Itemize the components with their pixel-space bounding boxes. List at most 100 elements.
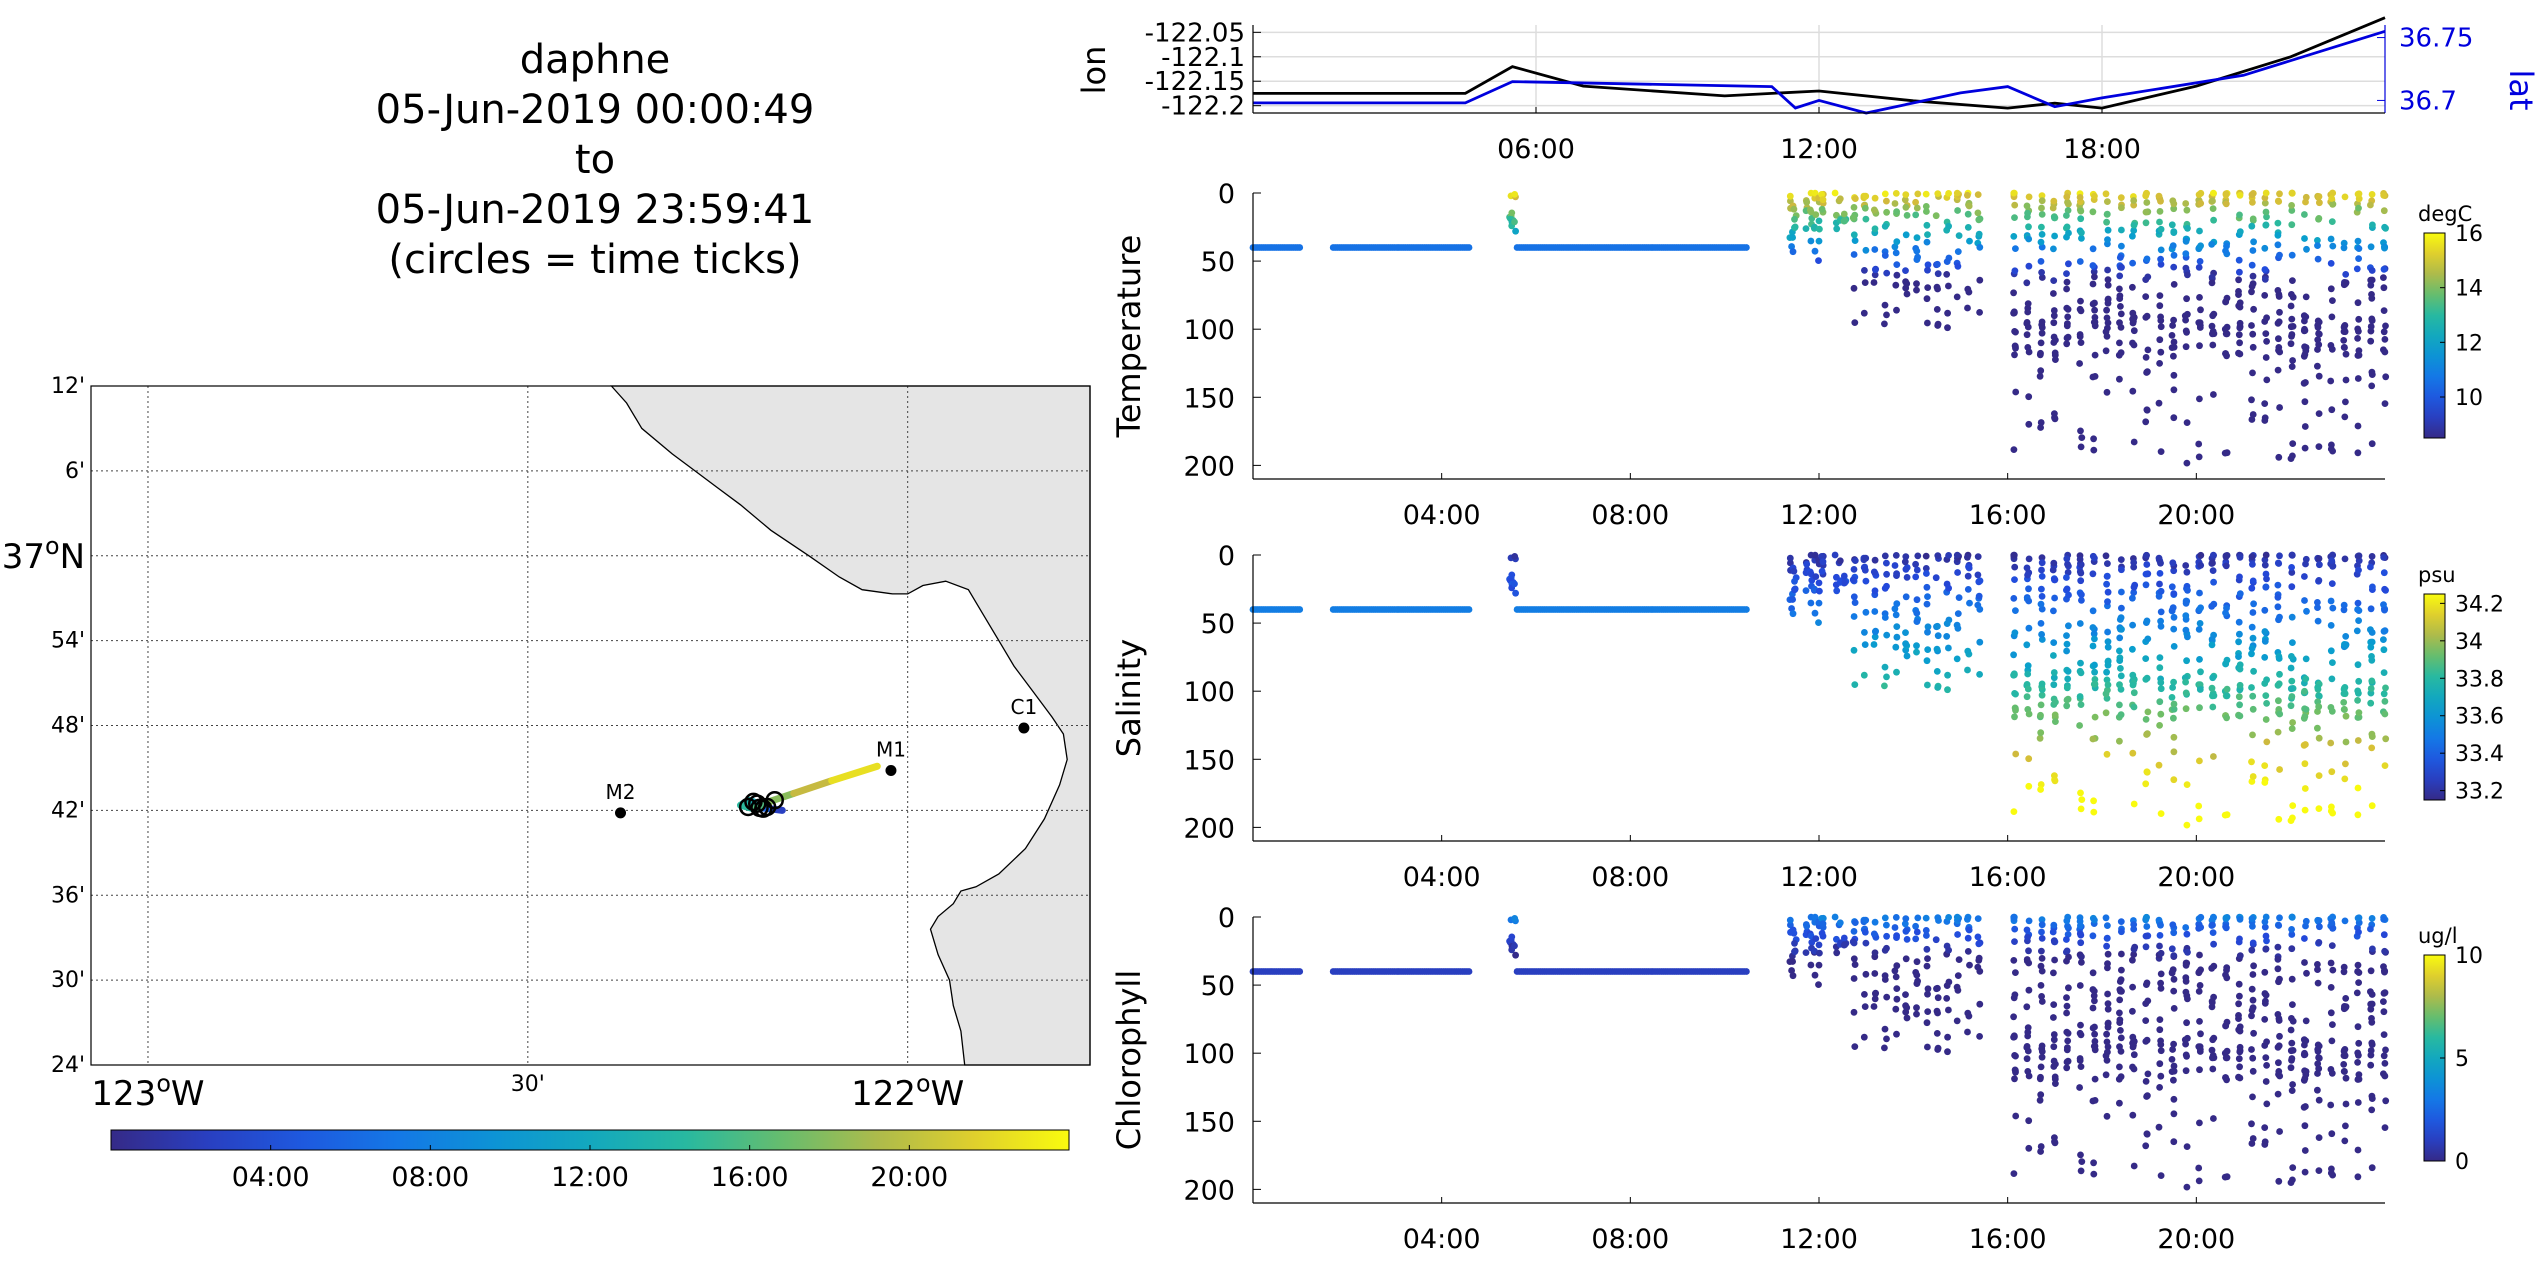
scatter-point [2038, 921, 2046, 929]
scatter-point [2195, 815, 2203, 823]
scatter-point [2036, 734, 2044, 742]
scatter-point [2301, 597, 2308, 604]
scatter-point [2025, 947, 2032, 955]
scatter-point [1914, 914, 1922, 922]
scatter-point [2314, 242, 2321, 250]
scatter-point [2118, 226, 2125, 234]
scatter-point [1945, 584, 1952, 592]
scatter-point [2236, 665, 2244, 673]
map-lat-label: 24' [51, 1053, 85, 1078]
scatter-point [2381, 336, 2389, 343]
scatter-point [2380, 192, 2388, 199]
scatter-point [2354, 661, 2362, 669]
map-lat-label: 36' [51, 883, 85, 908]
scatter-point [2196, 319, 2204, 327]
scatter-point [2130, 197, 2138, 204]
colorbar-tick-label: 5 [2455, 1047, 2469, 1072]
scatter-point [2249, 692, 2257, 700]
scatter-point [2263, 376, 2271, 384]
scatter-point [2168, 945, 2176, 953]
scatter-point [2117, 711, 2125, 719]
scatter-point [2276, 190, 2283, 198]
scatter-point [2195, 440, 2203, 448]
scatter-point [2301, 935, 2308, 942]
scatter-point [2025, 917, 2033, 925]
scatter-point [2129, 671, 2137, 679]
scatter-point [2235, 1015, 2242, 1022]
scatter-point [2170, 613, 2178, 621]
scatter-point [2089, 262, 2097, 269]
scatter-point [2236, 712, 2244, 720]
scatter-point [2104, 643, 2112, 651]
scatter-point [2327, 235, 2335, 243]
scatter-point [2170, 1138, 2178, 1146]
title-line-start: 05-Jun-2019 00:00:49 [375, 87, 815, 133]
scatter-point [2129, 283, 2136, 291]
scatter-point [2037, 982, 2045, 989]
scatter-point [2287, 685, 2295, 693]
scatter-point [1964, 934, 1972, 942]
scatter-point [2262, 913, 2270, 921]
scatter-point [2248, 396, 2255, 404]
scatter-point [1789, 610, 1797, 618]
scatter-point [1966, 599, 1973, 607]
scatter-point [2249, 369, 2256, 377]
scatter-point [1913, 609, 1921, 617]
scatter-point [2235, 653, 2242, 660]
scatter-point [2342, 641, 2350, 649]
scatter-point [2208, 279, 2216, 287]
scatter-point [2130, 583, 2138, 591]
scatter-point [1974, 553, 1982, 560]
scatter-point [2263, 937, 2270, 945]
scatter-point [1974, 209, 1982, 217]
scatter-point [2025, 223, 2032, 231]
scatter-point [2063, 193, 2071, 201]
scatter-point [2012, 245, 2019, 253]
scatter-point [2090, 318, 2098, 326]
scatter-point [2196, 1119, 2203, 1127]
scatter-point [2341, 555, 2349, 563]
scatter-point [2195, 988, 2203, 995]
scatter-point [1924, 261, 1932, 269]
scatter-point [2038, 223, 2045, 231]
scatter-point [2274, 366, 2282, 374]
station-label: M2 [606, 780, 636, 804]
scatter-point [2221, 1173, 2229, 1181]
scatter-point [2118, 204, 2125, 212]
scatter-point [2170, 733, 2178, 741]
scatter-point [2208, 964, 2216, 972]
colorbar-tick-label: 10 [2455, 944, 2483, 969]
scatter-point [1862, 554, 1870, 562]
scatter-x-tick-label: 16:00 [1969, 500, 2047, 531]
scatter-point [2288, 1015, 2295, 1022]
scatter-point [2157, 587, 2165, 595]
scatter-point [1954, 610, 1962, 617]
scatter-point [2168, 1056, 2176, 1063]
colorbar-tick-label: 14 [2455, 277, 2483, 302]
scatter-point [1849, 576, 1857, 584]
scatter-point [1811, 247, 1819, 255]
scatter-point [2052, 698, 2059, 706]
scatter-point [2235, 1055, 2243, 1063]
scatter-point [2037, 424, 2044, 431]
scatter-point [2302, 741, 2309, 748]
scatter-point [1791, 224, 1799, 232]
scatter-point [2248, 623, 2256, 631]
scatter-point [2169, 322, 2177, 329]
scatter-point [1791, 939, 1798, 947]
scatter-point [1934, 994, 1942, 1002]
scatter-point [2184, 995, 2191, 1003]
scatter-point [2261, 779, 2269, 786]
scatter-point [1841, 217, 1849, 225]
scatter-point [2025, 393, 2033, 401]
scatter-point [2301, 687, 2308, 695]
scatter-point [2367, 1061, 2375, 1069]
scatter-point [2012, 388, 2020, 396]
scatter-point [2063, 585, 2071, 593]
scatter-point [2038, 269, 2045, 276]
scatter-point [2341, 327, 2348, 335]
scatter-point [2289, 719, 2297, 726]
scatter-point [2090, 808, 2098, 816]
scatter-point [2380, 931, 2388, 939]
scatter-point [2354, 375, 2362, 382]
